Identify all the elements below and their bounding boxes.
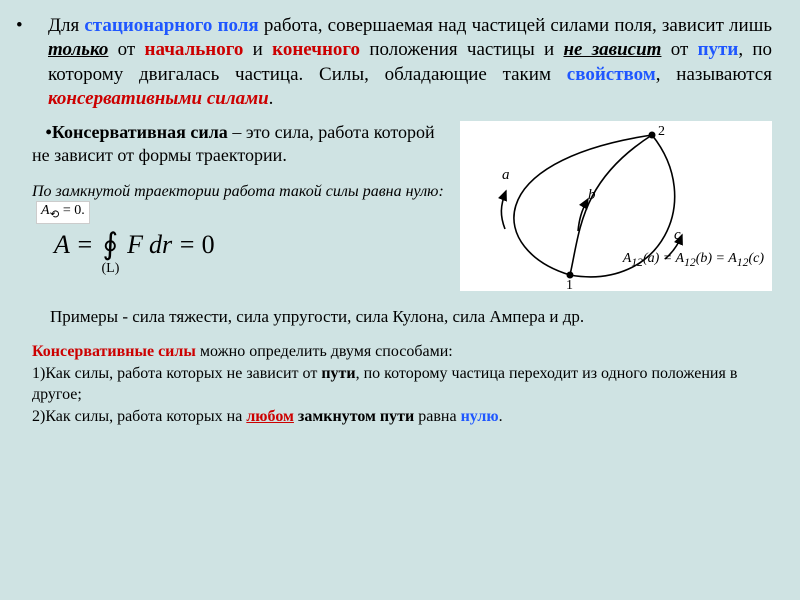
eq-zero: 0 [202,230,215,260]
inline-equation: A⟲ = 0. [36,201,90,224]
l1a: 1)Как силы, работа которых не зависит от [32,365,321,382]
bottom-head: Консервативные силы можно определить дву… [32,341,772,363]
l2dot: . [499,408,503,425]
p1-prop: свойством [567,64,656,85]
p1-t3: и [243,39,272,60]
integral-equation: A = ∮ (L) Fdr = 0 [32,230,446,260]
l2mid: замкнутом пути [294,408,414,425]
path-b-label: b [588,187,596,203]
p1-t4: положения частицы и [360,39,563,60]
p1-end: конечного [272,39,360,60]
p1-path: пути [698,39,739,60]
p1-t5: от [661,39,697,60]
p1-pre: Для [48,15,84,36]
left-column: •Консервативная сила – это сила, работа … [32,121,446,260]
closed-loop-text: По замкнутой траектории работа такой сил… [32,182,446,224]
eq-L: (L) [95,262,125,276]
l1path: пути [321,365,355,382]
bottom-line1: 1)Как силы, работа которых не зависит от… [32,363,772,406]
p1-dot: . [269,88,274,109]
l2b: равна [414,408,460,425]
definition-row: •Консервативная сила – это сила, работа … [32,121,772,291]
slide-root: •Для стационарного поля работа, совершае… [0,0,800,600]
p1-cons: консервативными силами [48,88,269,109]
eq-eq2: = [178,230,196,260]
pt2-label: 2 [658,124,665,139]
eq-oint: ∮ (L) [99,230,121,260]
intro-paragraph: •Для стационарного поля работа, совершае… [32,14,772,111]
p1-only: только [48,39,108,60]
p1-t1: работа, совершаемая над частицей силами … [259,15,772,36]
bullet-dot: • [32,14,48,38]
bottom-line2: 2)Как силы, работа которых на любом замк… [32,406,772,428]
bh-a: Консервативные силы [32,343,196,360]
conservative-definition: •Консервативная сила – это сила, работа … [32,121,446,166]
diagram-equation: A12(a) = A12(b) = A12(c) [623,251,764,269]
path-a-label: a [502,167,510,183]
path-c-label: c [674,227,681,243]
l2a: 2)Как силы, работа которых на [32,408,246,425]
eq-dr: dr [149,230,172,260]
pt1-label: 1 [566,278,573,291]
eq-F: F [127,230,143,260]
path-diagram: 1 2 a b c A12(a) = A12(b) = A12(c) [460,121,772,291]
eq-A: A [54,230,70,260]
bh-b: можно определить двумя способами: [196,343,453,360]
def-term: Консервативная сила [52,122,228,142]
p1-field: стационарного поля [84,15,258,36]
l2zero: нулю [461,408,499,425]
closed-txt: По замкнутой траектории работа такой сил… [32,183,444,200]
p1-start: начального [145,39,244,60]
p1-t7: , называются [656,64,772,85]
p1-t2: от [108,39,144,60]
examples-line: Примеры - сила тяжести, сила упругости, … [50,307,772,327]
bottom-block: Консервативные силы можно определить дву… [32,341,772,427]
eq-eq1: = [76,230,94,260]
l2any: любом [246,408,294,425]
p1-notdep: не зависит [563,39,661,60]
